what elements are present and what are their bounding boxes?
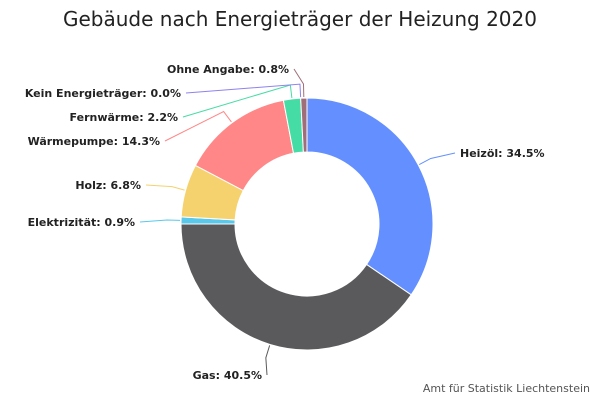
connectors-group [139,68,456,376]
connector-ohne-angabe [293,68,305,98]
data-label-heizoel: Heizöl: 34.5% [460,147,545,160]
data-label-kein-energietraeger: Kein Energieträger: 0.0% [25,87,181,100]
connector-holz [145,184,185,191]
slice-heizoel[interactable] [306,97,434,296]
labels-group: Heizöl: 34.5% Gas: 40.5% Elektrizität: 0.9… [25,63,545,382]
connector-waermepumpe [164,110,232,142]
data-label-fernwaerme: Fernwärme: 2.2% [70,111,178,124]
data-label-elektrizitaet: Elektrizität: 0.9% [28,216,135,229]
data-label-holz: Holz: 6.8% [75,179,141,192]
chart-title: Gebäude nach Energieträger der Heizung 2… [63,7,537,31]
connector-heizoel [419,152,456,166]
connector-elektrizitaet [139,219,181,223]
data-label-waermepumpe: Wärmepumpe: 14.3% [28,135,160,148]
slices-group [180,97,434,351]
connector-kein-energietraeger [185,83,302,98]
connector-gas [265,345,271,376]
credits-link[interactable]: Amt für Statistik Liechtenstein [422,382,590,395]
slice-gas[interactable] [180,223,412,351]
data-label-gas: Gas: 40.5% [193,369,262,382]
data-label-ohne-angabe: Ohne Angabe: 0.8% [167,63,289,76]
slice-ohne-angabe[interactable] [300,97,308,153]
